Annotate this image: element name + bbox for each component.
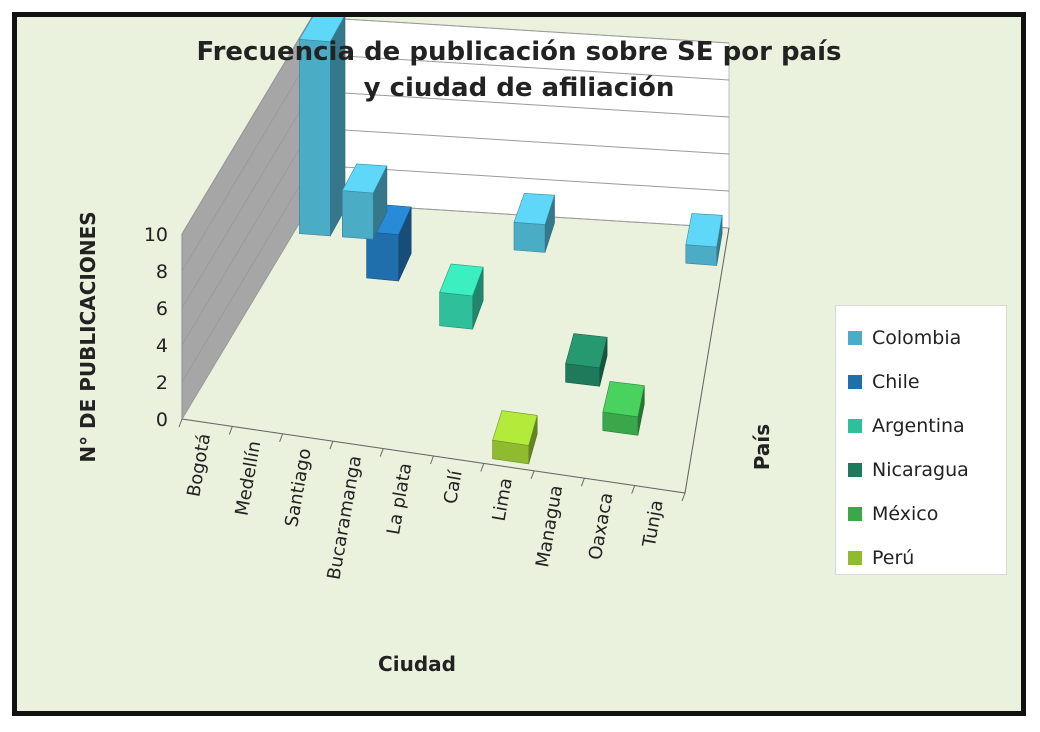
bar-top (298, 17, 345, 43)
legend-swatch (848, 419, 862, 433)
legend-swatch (848, 375, 862, 389)
legend-swatch (848, 331, 862, 345)
legend-swatch (848, 463, 862, 477)
depth-axis-label: País (750, 424, 774, 470)
bar-top (685, 213, 723, 248)
bar-top (565, 333, 608, 369)
x-tick-label: Bucaramanga (323, 454, 365, 581)
x-tick-label: Tunja (639, 499, 668, 550)
y-tick-label: 4 (156, 335, 168, 357)
bar-perú-lima (492, 410, 538, 465)
x-tick-mark (530, 470, 535, 479)
y-axis-label: N° DE PUBLICACIONES (76, 211, 100, 462)
bar-colombia-bogotá (298, 17, 346, 238)
bar-top (492, 410, 538, 446)
legend-label: Argentina (872, 415, 965, 437)
bar-méxico-oaxaca (602, 381, 645, 436)
bar-argentina-la-plata (439, 263, 484, 330)
x-tick-label: Bogotá (183, 432, 215, 499)
chart-legend: Colombia Chile Argentina Nicaragua México Per… (835, 305, 1007, 575)
x-tick-label: La plata (383, 462, 416, 537)
x-tick-label: Calí (440, 468, 467, 506)
x-tick-mark (379, 448, 384, 457)
x-tick-label: Lima (489, 476, 517, 523)
bar-top (439, 263, 484, 297)
bar-nicaragua-managua (565, 333, 608, 387)
bar-front (439, 292, 473, 330)
legend-label: México (872, 503, 939, 525)
legend-item: Nicaragua (848, 458, 969, 482)
legend-item: Argentina (848, 414, 965, 438)
chart-plot: 0 2 4 6 8 10 Bogotá Medellín Santiago Bucaramang… (76, 17, 774, 676)
bar-top (602, 381, 645, 418)
chart-title-line-2: y ciudad de afiliación (363, 73, 675, 103)
legend-swatch (848, 507, 862, 521)
x-tick-mark (228, 426, 233, 435)
y-tick-label: 2 (156, 372, 168, 394)
bar-front (513, 221, 546, 253)
x-axis-label: Ciudad (378, 652, 456, 676)
x-tick-label: Managua (532, 484, 567, 569)
y-tick-label: 8 (156, 261, 168, 283)
y-tick-label: 6 (156, 298, 168, 320)
x-tick-mark (430, 455, 434, 465)
legend-item: México (848, 502, 938, 526)
legend-label: Nicaragua (872, 459, 969, 481)
legend-item: Chile (848, 370, 920, 394)
y-tick-label: 10 (144, 224, 168, 246)
bar-front (341, 190, 374, 240)
x-tick-mark (178, 418, 183, 428)
x-tick-label: Oaxaca (585, 491, 617, 561)
x-tick-mark (580, 478, 585, 487)
x-tick-label: Medellín (232, 439, 266, 517)
bar-top (341, 163, 388, 194)
legend-label: Colombia (872, 327, 962, 349)
x-tick-mark (329, 441, 334, 450)
legend-swatch (848, 551, 862, 565)
bar-colombia-tunja (685, 213, 723, 266)
chart-frame: 0 2 4 6 8 10 Bogotá Medellín Santiago Bucaramang… (12, 12, 1026, 716)
bar-front (685, 244, 718, 266)
bar-top (513, 192, 555, 225)
x-tick-mark (681, 492, 686, 502)
bar-front (299, 38, 331, 237)
legend-item: Perú (848, 546, 914, 570)
legend-item: Colombia (848, 326, 961, 350)
legend-label: Perú (872, 547, 915, 569)
x-tick-mark (631, 485, 636, 494)
depth-axis-line (684, 227, 730, 494)
y-tick-label: 0 (156, 409, 168, 431)
bar-colombia-calí (513, 192, 555, 253)
x-tick-mark (480, 463, 485, 472)
x-tick-label: Santiago (281, 447, 315, 529)
legend-label: Chile (872, 371, 920, 393)
gridline (181, 17, 730, 235)
chart-title-line-1: Frecuencia de publicación sobre SE por p… (196, 37, 842, 67)
bar-colombia-medellín (341, 163, 388, 240)
x-tick-mark (279, 433, 284, 442)
